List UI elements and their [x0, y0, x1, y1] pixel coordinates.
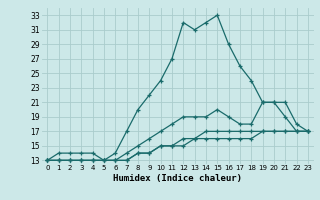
X-axis label: Humidex (Indice chaleur): Humidex (Indice chaleur): [113, 174, 242, 183]
